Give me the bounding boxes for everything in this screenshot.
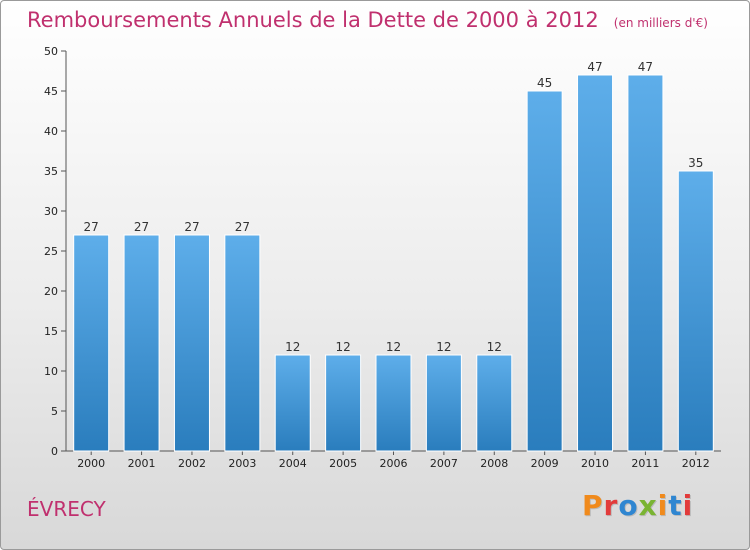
- data-label: 27: [184, 220, 199, 234]
- bar-2003: [224, 234, 261, 452]
- data-label: 35: [688, 156, 703, 170]
- logo-letter: o: [618, 489, 639, 522]
- bar-2011: [627, 74, 664, 452]
- y-tick-label: 40: [44, 125, 58, 138]
- bar-2004: [274, 354, 311, 452]
- bar-2006: [375, 354, 412, 452]
- data-label: 47: [638, 60, 653, 74]
- chart-title-block: Remboursements Annuels de la Dette de 20…: [27, 8, 708, 32]
- y-tick-label: 10: [44, 365, 58, 378]
- bar-2005: [325, 354, 362, 452]
- data-label: 12: [285, 340, 300, 354]
- logo-letter: i: [657, 489, 669, 522]
- y-tick-label: 0: [51, 445, 58, 458]
- data-label: 12: [386, 340, 401, 354]
- y-tick-label: 35: [44, 165, 58, 178]
- x-tick-label: 2001: [128, 457, 156, 470]
- y-tick-label: 45: [44, 85, 58, 98]
- chart-subtitle: (en milliers d'€): [613, 16, 708, 30]
- logo-letter: P: [582, 489, 604, 522]
- y-tick-label: 5: [51, 405, 58, 418]
- x-tick-label: 2008: [480, 457, 508, 470]
- chart-bars: [73, 74, 714, 452]
- chart-labels: 2000 27 2001 27 2002 27 2003 27 2004 12 2005 12 2006…: [77, 60, 710, 470]
- data-label: 12: [335, 340, 350, 354]
- y-tick-label: 50: [44, 45, 58, 58]
- y-tick-label: 15: [44, 325, 58, 338]
- data-label: 27: [235, 220, 250, 234]
- data-label: 12: [487, 340, 502, 354]
- data-label: 47: [587, 60, 602, 74]
- data-label: 12: [436, 340, 451, 354]
- x-tick-label: 2002: [178, 457, 206, 470]
- bar-2007: [425, 354, 462, 452]
- data-label: 27: [134, 220, 149, 234]
- data-label: 45: [537, 76, 552, 90]
- x-tick-label: 2009: [531, 457, 559, 470]
- bar-2002: [173, 234, 210, 452]
- y-tick-label: 20: [44, 285, 58, 298]
- logo-letter: x: [638, 489, 658, 522]
- x-tick-label: 2010: [581, 457, 609, 470]
- bar-2001: [123, 234, 160, 452]
- logo-letter: t: [668, 489, 683, 522]
- y-tick-label: 30: [44, 205, 58, 218]
- chart-title: Remboursements Annuels de la Dette de 20…: [27, 8, 599, 32]
- bar-2012: [677, 170, 714, 452]
- x-tick-label: 2011: [631, 457, 659, 470]
- commune-name: ÉVRECY: [27, 497, 106, 521]
- x-tick-label: 2004: [279, 457, 307, 470]
- bar-2008: [476, 354, 513, 452]
- x-tick-label: 2003: [228, 457, 256, 470]
- proxiti-logo[interactable]: Proxiti: [582, 489, 693, 522]
- y-tick-label: 25: [44, 245, 58, 258]
- bar-2010: [577, 74, 614, 452]
- x-tick-label: 2012: [682, 457, 710, 470]
- bar-2000: [73, 234, 110, 452]
- x-tick-label: 2000: [77, 457, 105, 470]
- x-tick-label: 2005: [329, 457, 357, 470]
- bar-2009: [526, 90, 563, 452]
- x-tick-label: 2007: [430, 457, 458, 470]
- logo-letter: i: [682, 489, 694, 522]
- logo-letter: r: [603, 489, 619, 522]
- data-label: 27: [84, 220, 99, 234]
- x-tick-label: 2006: [380, 457, 408, 470]
